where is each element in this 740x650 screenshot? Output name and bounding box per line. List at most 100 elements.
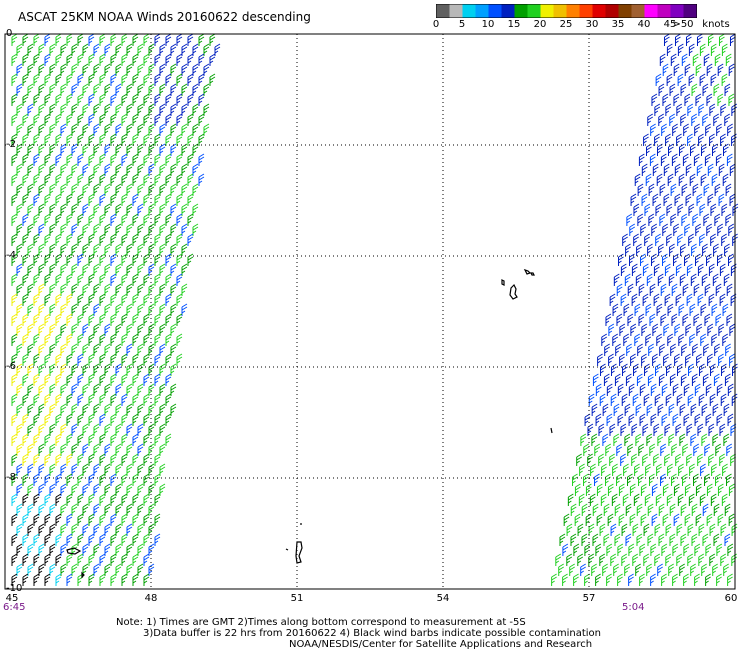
wind-barb (33, 313, 40, 326)
wind-barb (55, 513, 62, 526)
wind-barb (132, 433, 139, 446)
wind-barb (16, 223, 23, 236)
wind-barb (66, 473, 73, 486)
wind-barb (592, 503, 599, 516)
wind-barb (159, 223, 166, 236)
wind-barb (60, 483, 67, 496)
wind-barb (631, 263, 638, 276)
wind-barb (692, 213, 699, 226)
wind-barb (198, 113, 205, 126)
wind-barb (610, 553, 617, 566)
wind-barb (716, 383, 723, 396)
islands (66, 268, 553, 579)
wind-barb (33, 533, 40, 546)
wind-barb (159, 403, 166, 416)
wind-barb (93, 83, 100, 96)
wind-barb (203, 83, 210, 96)
wind-barb (27, 423, 34, 436)
wind-barb (104, 443, 111, 456)
wind-barb (709, 523, 716, 536)
wind-barb (44, 33, 51, 46)
wind-barb (551, 573, 557, 586)
map-title: ASCAT 25KM NOAA Winds 20160622 descendin… (18, 10, 311, 24)
wind-barb (691, 373, 698, 386)
wind-barb (132, 413, 139, 426)
wind-barb (625, 243, 631, 256)
wind-barb (640, 253, 646, 266)
wind-barb (82, 63, 89, 76)
island-outline (530, 272, 535, 276)
wind-barb (616, 283, 623, 296)
wind-barb (606, 413, 613, 426)
wind-barb (673, 513, 680, 526)
colorbar-label: 20 (533, 19, 547, 30)
wind-barb (590, 463, 596, 476)
wind-barb (701, 143, 707, 156)
wind-barb (22, 293, 29, 306)
wind-barb (559, 533, 566, 546)
wind-barb (121, 233, 128, 246)
wind-barb (104, 363, 111, 376)
wind-barb (49, 463, 56, 476)
wind-barb (589, 493, 596, 506)
wind-barb (676, 103, 683, 116)
wind-barb (694, 543, 701, 556)
wind-barb (66, 573, 73, 586)
wind-barb (170, 383, 177, 396)
wind-barb (11, 573, 18, 586)
wind-barb (33, 513, 40, 526)
wind-barb (154, 333, 161, 346)
wind-barb (137, 563, 144, 576)
wind-barb (132, 453, 139, 466)
wind-barb (55, 393, 62, 406)
wind-barb (712, 403, 719, 416)
wind-barb (181, 143, 188, 156)
wind-barb (38, 283, 45, 296)
wind-barb (126, 363, 133, 376)
wind-barb (562, 573, 568, 586)
wind-barb (678, 333, 685, 346)
wind-barb (652, 353, 658, 366)
wind-barb (669, 113, 676, 126)
wind-barb (663, 323, 670, 336)
wind-barb (148, 243, 155, 256)
wind-barb (727, 573, 733, 586)
wind-barb (668, 433, 675, 446)
island-outline (81, 571, 85, 579)
wind-barb (622, 363, 628, 376)
wind-barb (717, 93, 724, 106)
wind-barb (27, 303, 34, 316)
wind-barb (126, 443, 133, 456)
wind-barb (716, 543, 723, 556)
wind-barb (60, 263, 67, 276)
wind-barb (132, 333, 139, 346)
wind-barb (44, 553, 51, 566)
wind-barb (713, 83, 720, 96)
wind-barb (609, 453, 615, 466)
wind-barb (181, 203, 188, 216)
wind-barb (696, 163, 703, 176)
wind-barb (181, 223, 188, 236)
wind-barb (170, 283, 177, 296)
wind-barb (77, 153, 84, 166)
wind-barb (673, 483, 680, 496)
wind-barb (706, 513, 713, 526)
wind-barb (27, 283, 34, 296)
wind-barb (632, 553, 639, 566)
wind-barb (581, 533, 588, 546)
wind-barb (645, 173, 652, 186)
wind-barb (176, 193, 183, 206)
wind-barb (44, 233, 51, 246)
wind-barb (690, 143, 696, 156)
wind-barb (22, 33, 29, 46)
wind-barb (170, 203, 177, 216)
wind-barb (66, 93, 73, 106)
wind-barb (642, 453, 648, 466)
wind-barb (667, 303, 674, 316)
map-grid (4, 33, 736, 590)
colorbar-swatch (553, 4, 567, 18)
wind-barb (641, 353, 647, 366)
wind-barb (214, 43, 221, 56)
wind-barb (16, 183, 23, 196)
wind-barb (653, 453, 659, 466)
